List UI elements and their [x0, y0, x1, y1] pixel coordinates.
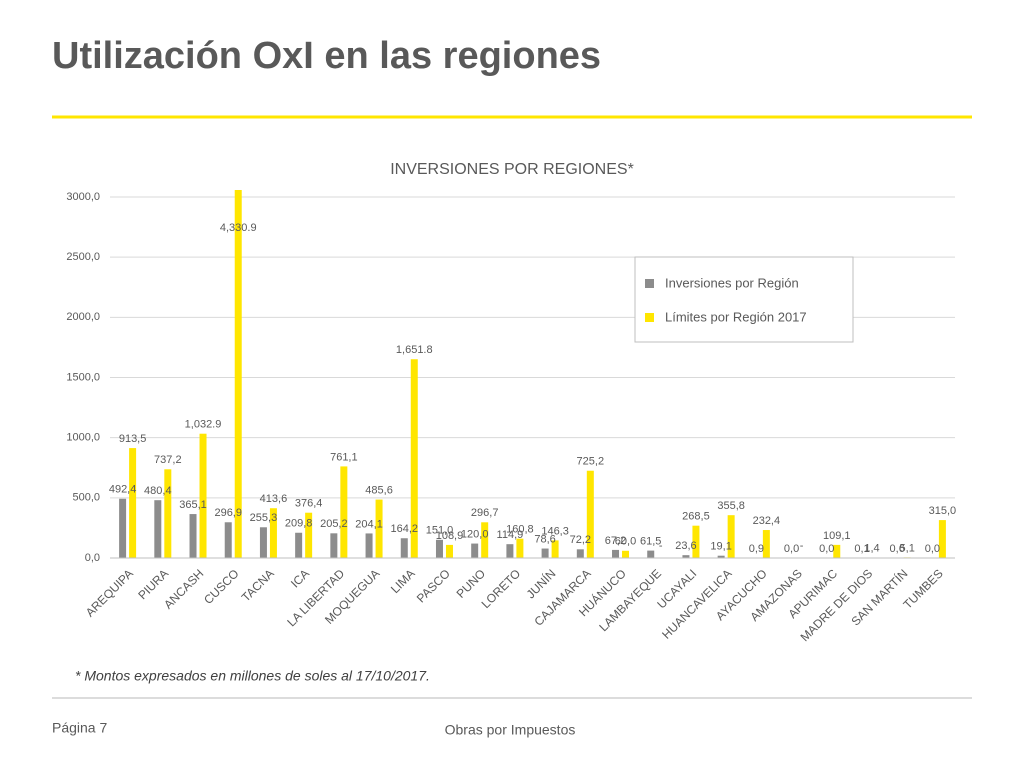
x-tick-label: CUSCO: [201, 566, 242, 607]
value-label: 23,6: [675, 540, 696, 552]
value-label: 232,4: [753, 515, 781, 527]
value-label: 205,2: [320, 518, 348, 530]
value-label: 1,651.8: [396, 344, 433, 356]
bar: [401, 538, 408, 558]
bar: [516, 539, 523, 558]
value-label: 60,0: [615, 536, 636, 548]
y-tick-label: 0,0: [85, 552, 100, 564]
value-label: 355,8: [717, 500, 745, 512]
bar: [577, 549, 584, 558]
value-label: 19,1: [710, 541, 731, 553]
value-label: 209,8: [285, 518, 313, 530]
legend-box: [635, 257, 853, 342]
bar: [119, 499, 126, 558]
value-label: 164,2: [391, 523, 419, 535]
legend-label: Inversiones por Región: [665, 275, 799, 290]
value-label: 268,5: [682, 511, 710, 523]
value-label: 492,4: [109, 484, 137, 496]
value-label: 376,4: [295, 498, 323, 510]
value-label: 485,6: [365, 484, 393, 496]
y-tick-label: 1000,0: [66, 432, 100, 444]
value-label: 108,9: [436, 530, 464, 542]
value-label: -: [800, 540, 804, 552]
value-label: 0,0: [819, 543, 834, 555]
value-label: 1,4: [864, 543, 879, 555]
value-label: 0,0: [925, 543, 940, 555]
value-label: 0,0: [784, 543, 799, 555]
value-label: -: [659, 540, 663, 552]
bar: [295, 533, 302, 558]
value-label: 913,5: [119, 433, 147, 445]
value-label: 120,0: [461, 528, 489, 540]
bar: [506, 544, 513, 558]
value-label: 160,8: [506, 524, 534, 536]
bar: [235, 37, 242, 558]
y-tick-label: 2000,0: [66, 311, 100, 323]
y-tick-label: 500,0: [72, 492, 100, 504]
value-label: 109,1: [823, 530, 851, 542]
y-tick-label: 3000,0: [66, 191, 100, 203]
bar: [366, 533, 373, 558]
bar: [647, 551, 654, 558]
value-label: 365,1: [179, 499, 207, 511]
bar: [260, 527, 267, 558]
value-label: 5,1: [900, 542, 915, 554]
value-label: 146,3: [541, 525, 569, 537]
bar: [612, 550, 619, 558]
bar: [436, 540, 443, 558]
y-tick-label: 1500,0: [66, 371, 100, 383]
bar: [622, 551, 629, 558]
bar: [471, 544, 478, 558]
bar: [446, 545, 453, 558]
legend-swatch: [645, 313, 654, 322]
value-label: 204,1: [355, 518, 383, 530]
value-label: 480,4: [144, 485, 172, 497]
bar: [330, 533, 337, 558]
x-tick-label: LAMBAYEQUE: [596, 566, 664, 634]
page-number: Página 7: [52, 720, 107, 736]
slide-title: Utilización OxI en las regiones: [52, 35, 601, 77]
bar: [129, 448, 136, 558]
legend-label: Límites por Región 2017: [665, 309, 807, 324]
chart-note: * Montos expresados en millones de soles…: [75, 668, 430, 684]
value-label: 761,1: [330, 451, 358, 463]
x-tick-label: TACNA: [239, 566, 277, 604]
footer-text: Obras por Impuestos: [445, 722, 576, 738]
bar: [225, 522, 232, 558]
bar: [542, 549, 549, 558]
bar: [340, 466, 347, 558]
value-label: 315,0: [929, 505, 957, 517]
value-label: 4,330.9: [220, 222, 257, 234]
value-label: 725,2: [577, 456, 605, 468]
chart-title: INVERSIONES POR REGIONES*: [390, 161, 634, 178]
bar: [190, 514, 197, 558]
x-tick-label: LORETO: [479, 566, 524, 611]
x-tick-label: LIMA: [388, 566, 418, 596]
value-label: 296,9: [214, 507, 242, 519]
value-label: 72,2: [570, 534, 591, 546]
value-label: 255,3: [250, 512, 278, 524]
value-label: 296,7: [471, 507, 499, 519]
value-label: 1,032.9: [185, 419, 222, 431]
bar: [154, 500, 161, 558]
legend-swatch: [645, 279, 654, 288]
x-tick-label: AREQUIPA: [83, 566, 136, 619]
bar: [200, 434, 207, 558]
y-tick-label: 2500,0: [66, 251, 100, 263]
value-label: 737,2: [154, 454, 182, 466]
x-tick-label: PASCO: [414, 566, 453, 605]
bar: [164, 469, 171, 558]
value-label: 413,6: [260, 493, 288, 505]
value-label: 0,9: [749, 543, 764, 555]
x-tick-label: ICA: [288, 566, 312, 590]
